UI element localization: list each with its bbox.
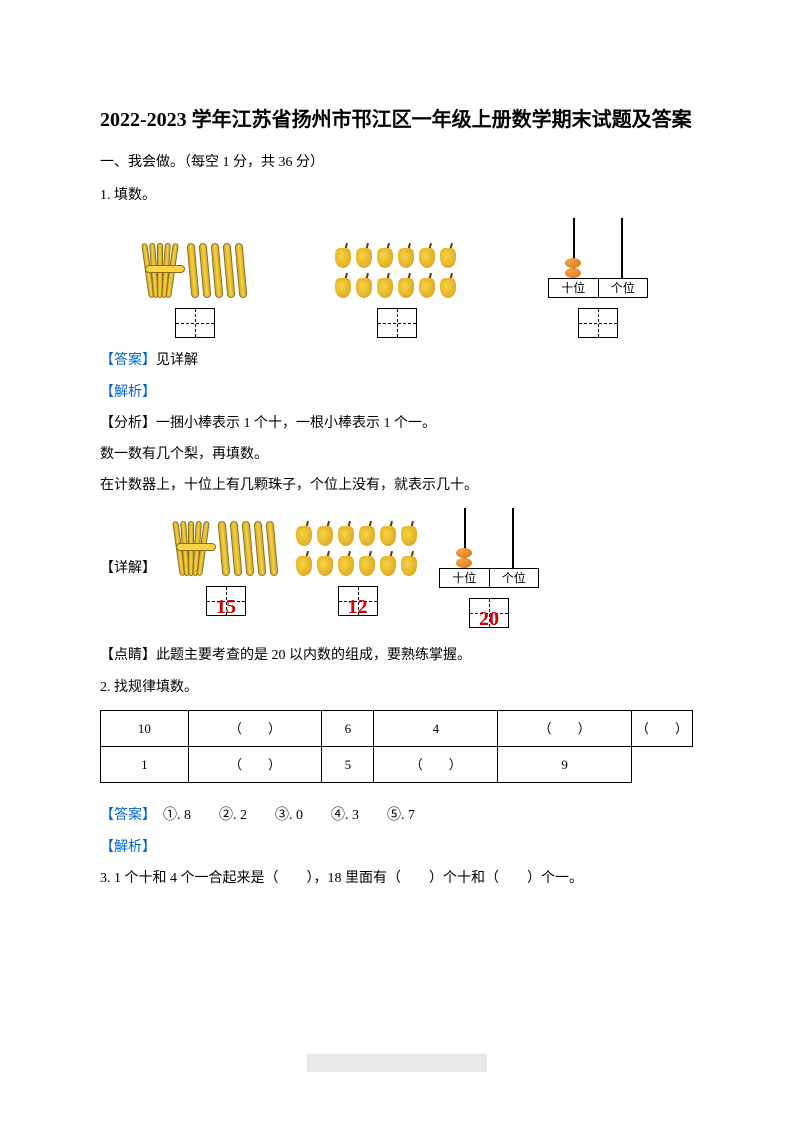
pear-icon: [356, 243, 374, 268]
table-cell: （ ）: [631, 710, 692, 746]
bead-icon: [565, 258, 581, 268]
table-row: 10 （ ） 6 4 （ ） （ ）: [101, 710, 693, 746]
answer-box: [377, 308, 417, 338]
bead-icon: [456, 548, 472, 558]
answer-text: 见详解: [156, 353, 198, 368]
table-cell: （ ）: [188, 747, 322, 783]
stick-icon: [254, 521, 267, 576]
sticks-figure: [145, 243, 245, 338]
ones-label: 个位: [599, 279, 648, 297]
pear-icon: [317, 521, 335, 546]
analysis-line2: 数一数有几个梨，再填数。: [100, 442, 693, 467]
table-cell: 5: [322, 747, 374, 783]
answer-box: [175, 308, 215, 338]
answer-value: 15: [207, 589, 245, 625]
q3-text: 3. 1 个十和 4 个一合起来是（ ），18 里面有（ ）个十和（ ）个一。: [100, 866, 693, 891]
pear-icon: [440, 243, 458, 268]
answer-box-filled: 12: [338, 586, 378, 616]
table-cell: （ ）: [188, 710, 322, 746]
pear-icon: [398, 243, 416, 268]
stick-icon: [223, 243, 236, 298]
analysis-sub-label: 【分析】: [100, 416, 156, 431]
table-cell: （ ）: [498, 710, 632, 746]
tens-label: 十位: [440, 569, 490, 587]
footer-bar: [307, 1054, 487, 1072]
stick-icon: [218, 521, 231, 576]
pear-icon: [380, 521, 398, 546]
detail-row: 【详解】 15: [100, 508, 693, 628]
answer-box-filled: 15: [206, 586, 246, 616]
tip-line: 【点睛】此题主要考查的是 20 以内数的组成，要熟练掌握。: [100, 643, 693, 668]
tip-label: 【点睛】: [100, 648, 156, 663]
pears-detail: 12: [296, 521, 419, 616]
answer-line: 【答案】见详解: [100, 348, 693, 373]
pear-icon: [317, 551, 335, 576]
stick-icon: [235, 243, 248, 298]
tens-label: 十位: [549, 279, 599, 297]
pear-icon: [356, 273, 374, 298]
analysis-text: 一捆小棒表示 1 个十，一根小棒表示 1 个一。: [156, 416, 436, 431]
pear-icon: [419, 243, 437, 268]
table-cell: 9: [498, 747, 632, 783]
pear-icon: [359, 551, 377, 576]
abacus-figure: 十位 个位: [548, 218, 648, 338]
pear-icon: [440, 273, 458, 298]
analysis-line3: 在计数器上，十位上有几颗珠子，个位上没有，就表示几十。: [100, 473, 693, 498]
answer-text: ①. 8 ②. 2 ③. 0 ④. 3 ⑤. 7: [149, 808, 415, 823]
stick-icon: [211, 243, 224, 298]
stick-icon: [266, 521, 279, 576]
pear-icon: [296, 551, 314, 576]
pattern-table: 10 （ ） 6 4 （ ） （ ） 1 （ ） 5 （ ） 9: [100, 710, 693, 784]
q2-label: 2. 找规律填数。: [100, 675, 693, 700]
pear-icon: [419, 273, 437, 298]
stick-icon: [242, 521, 255, 576]
exam-title: 2022-2023 学年江苏省扬州市邗江区一年级上册数学期末试题及答案: [100, 100, 693, 140]
pear-icon: [335, 243, 353, 268]
ones-label: 个位: [490, 569, 539, 587]
answer-label: 【答案】: [100, 353, 156, 368]
pears-figure: [335, 243, 458, 338]
table-cell: 6: [322, 710, 374, 746]
section-1-header: 一、我会做。（每空 1 分，共 36 分）: [100, 150, 693, 175]
q2-answer-line: 【答案】 ①. 8 ②. 2 ③. 0 ④. 3 ⑤. 7: [100, 803, 693, 828]
detail-label: 【详解】: [100, 556, 156, 581]
pear-icon: [359, 521, 377, 546]
analysis-label: 【解析】: [100, 380, 693, 405]
pear-icon: [401, 551, 419, 576]
table-cell: 4: [374, 710, 498, 746]
pear-icon: [377, 273, 395, 298]
table-cell: 10: [101, 710, 189, 746]
pear-icon: [380, 551, 398, 576]
stick-icon: [199, 243, 212, 298]
analysis-line1: 【分析】一捆小棒表示 1 个十，一根小棒表示 1 个一。: [100, 411, 693, 436]
table-cell: （ ）: [374, 747, 498, 783]
abacus-detail: 十位 个位 20: [439, 508, 539, 628]
table-row: 1 （ ） 5 （ ） 9: [101, 747, 693, 783]
answer-label: 【答案】: [100, 808, 149, 823]
tip-text: 此题主要考查的是 20 以内数的组成，要熟练掌握。: [156, 648, 471, 663]
answer-value: 12: [339, 589, 377, 625]
pear-icon: [377, 243, 395, 268]
stick-bundle-icon: [176, 521, 216, 576]
stick-icon: [230, 521, 243, 576]
q1-figures: 十位 个位: [100, 218, 693, 338]
pear-icon: [401, 521, 419, 546]
sticks-detail: 15: [176, 521, 276, 616]
pear-icon: [335, 273, 353, 298]
pear-icon: [398, 273, 416, 298]
pear-icon: [338, 551, 356, 576]
stick-icon: [187, 243, 200, 298]
answer-box-filled: 20: [469, 598, 509, 628]
pear-icon: [338, 521, 356, 546]
table-cell: 1: [101, 747, 189, 783]
q2-analysis-label: 【解析】: [100, 835, 693, 860]
stick-bundle-icon: [145, 243, 185, 298]
answer-value: 20: [470, 601, 508, 637]
q1-label: 1. 填数。: [100, 183, 693, 208]
pear-icon: [296, 521, 314, 546]
answer-box: [578, 308, 618, 338]
